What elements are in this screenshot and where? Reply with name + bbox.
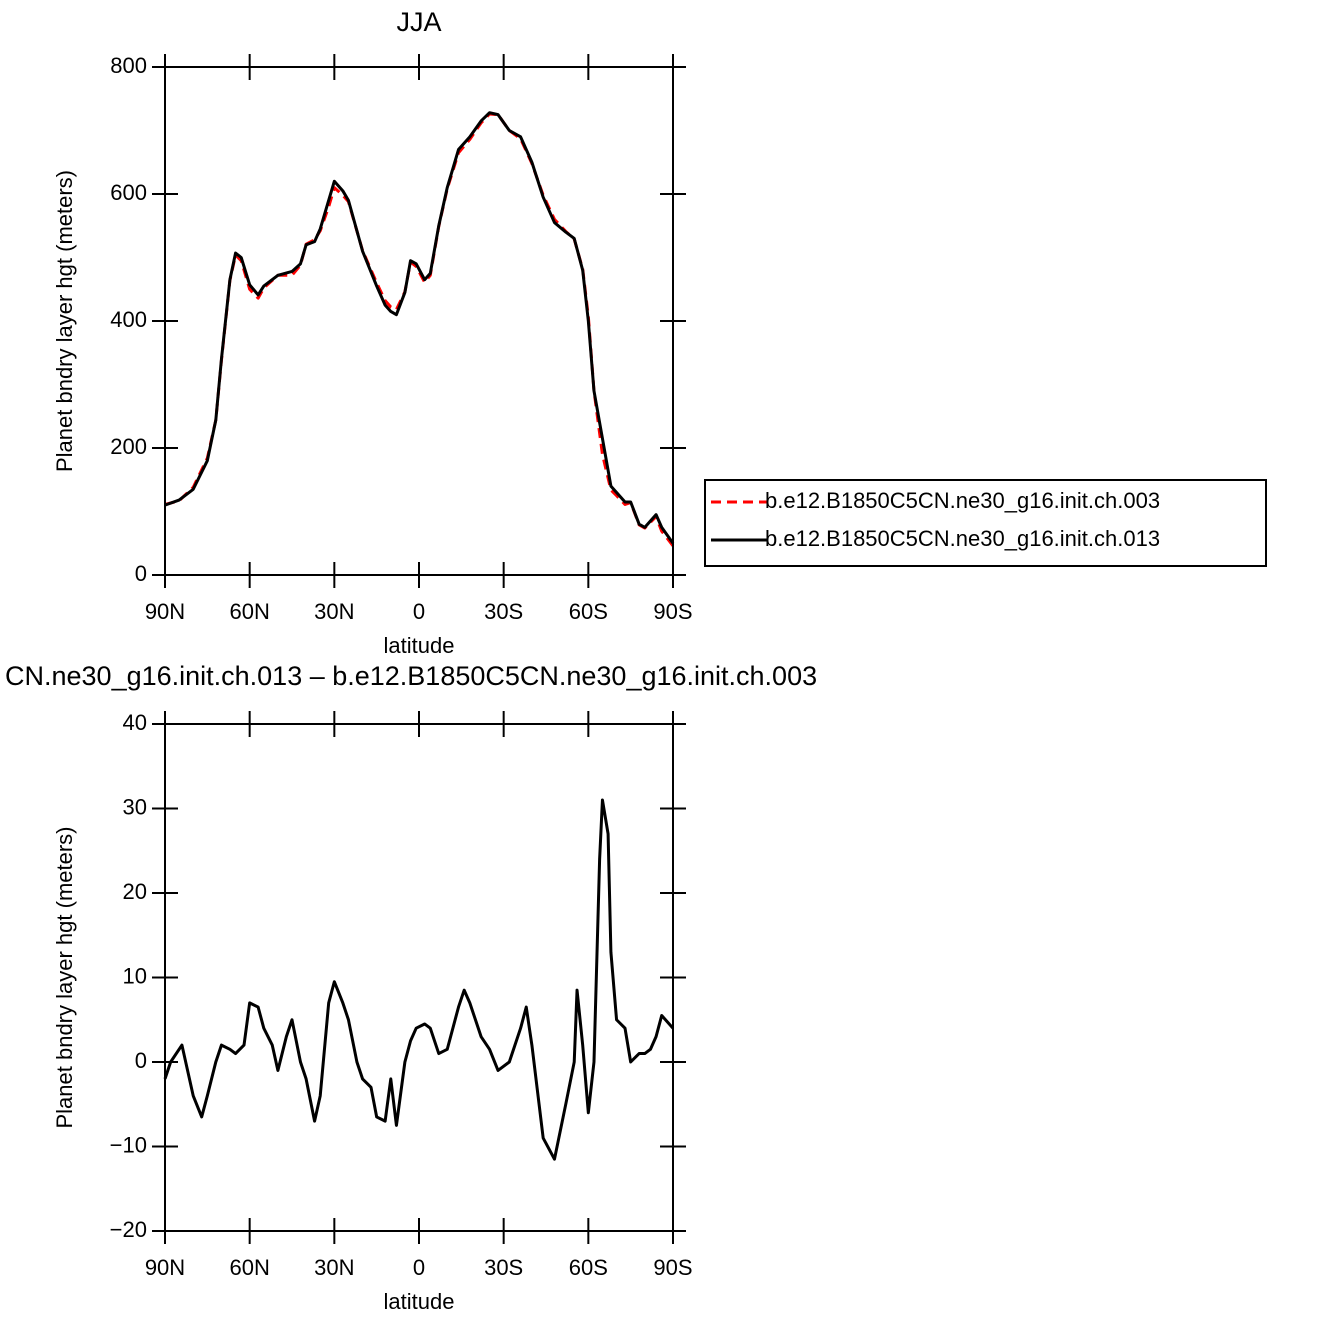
x-tick-label: 60S [569,1255,608,1280]
x-tick-label: 30S [484,1255,523,1280]
x-tick-label: 0 [413,1255,425,1280]
y-tick-label: 200 [110,434,147,459]
y-tick-label: 30 [123,794,147,819]
data-line [164,111,675,545]
plot-frame [164,66,674,576]
x-tick-label: 30S [484,599,523,624]
y-tick-label: 40 [123,710,147,735]
legend-label: b.e12.B1850C5CN.ne30_g16.init.ch.013 [765,526,1160,551]
y-tick-label: 800 [110,53,147,78]
x-tick-label: 60N [229,1255,269,1280]
y-tick-label: 0 [135,561,147,586]
x-axis-label: latitude [384,1289,455,1314]
x-tick-label: 90S [653,599,692,624]
x-axis-label: latitude [384,633,455,658]
chart-title: JJA [396,7,441,37]
x-tick-label: 90S [653,1255,692,1280]
x-tick-label: 90N [145,599,185,624]
x-tick-label: 30N [314,1255,354,1280]
y-axis-label: Planet bndry layer hgt (meters) [52,826,77,1128]
y-tick-label: −20 [110,1217,147,1242]
y-tick-label: 20 [123,879,147,904]
y-tick-label: −10 [110,1132,147,1157]
y-tick-label: 400 [110,307,147,332]
y-tick-label: 10 [123,963,147,988]
y-tick-label: 600 [110,180,147,205]
x-tick-label: 60S [569,599,608,624]
x-tick-label: 60N [229,599,269,624]
x-tick-label: 90N [145,1255,185,1280]
data-line [164,112,675,547]
x-tick-label: 30N [314,599,354,624]
legend-box [704,479,1267,567]
chart-title: CN.ne30_g16.init.ch.013 – b.e12.B1850C5C… [5,661,817,691]
x-tick-label: 0 [413,599,425,624]
data-line [163,798,675,1161]
y-axis-label: Planet bndry layer hgt (meters) [52,170,77,472]
legend-label: b.e12.B1850C5CN.ne30_g16.init.ch.003 [765,488,1160,513]
y-tick-label: 0 [135,1048,147,1073]
